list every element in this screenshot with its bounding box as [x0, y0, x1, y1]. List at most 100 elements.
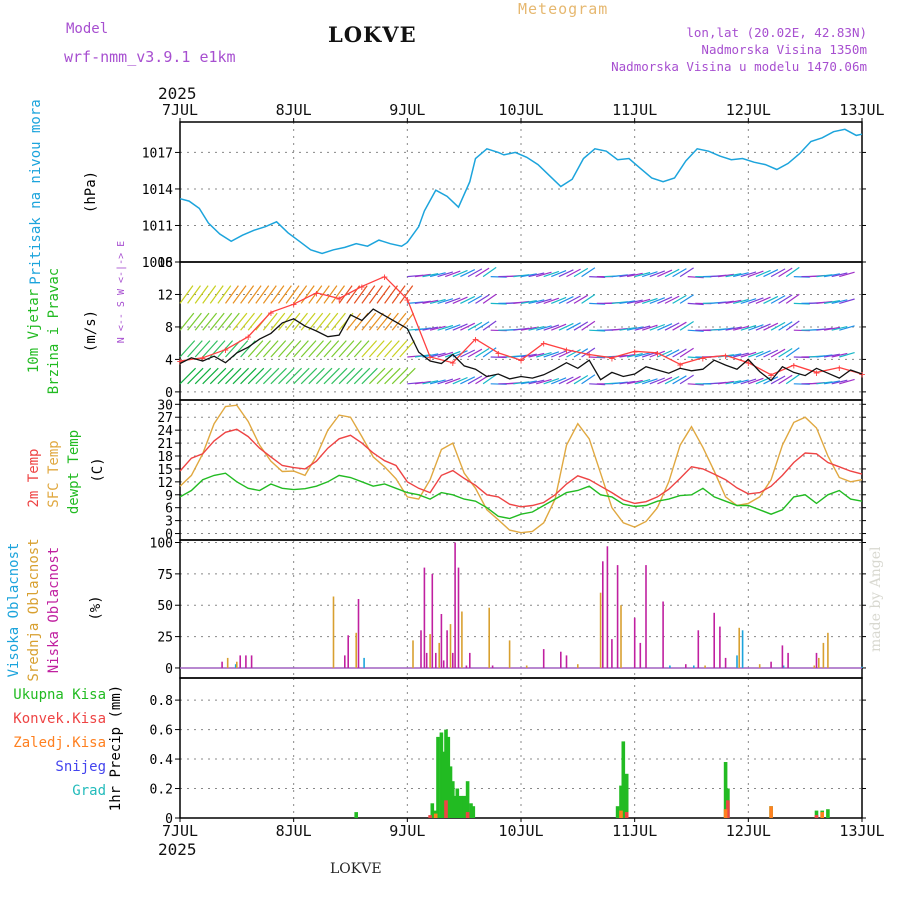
- wind-barb: [763, 322, 779, 331]
- wind-barb: [785, 374, 800, 385]
- wind-barb: [748, 324, 764, 331]
- wind-barb: [551, 270, 567, 278]
- wind-barb: [247, 312, 263, 331]
- wind-barb: [217, 367, 234, 385]
- y-tick-label: 0: [165, 528, 173, 543]
- wind-barb: [376, 285, 391, 304]
- x-tick-label-top: 13JUL: [839, 101, 884, 119]
- wind-barb: [331, 367, 348, 385]
- wind-barb: [353, 285, 368, 304]
- y-tick-label: 0: [165, 812, 173, 827]
- wind-gust-marker: +: [427, 351, 434, 364]
- wind-barb: [308, 312, 324, 331]
- wind-barb: [429, 325, 446, 331]
- wind-barb: [475, 321, 490, 331]
- wind-barb: [217, 312, 233, 331]
- wind-barb: [626, 272, 643, 278]
- precip-bar: [723, 762, 728, 818]
- y-tick-label: 100: [150, 537, 173, 552]
- precip-legend-label: Snijeg: [55, 759, 106, 775]
- wind-barb: [368, 312, 384, 331]
- wind-barb: [528, 299, 545, 304]
- wind-barb: [194, 340, 211, 358]
- precip-bar: [430, 803, 435, 818]
- wind-barb: [770, 348, 786, 358]
- precip-bar: [726, 800, 730, 818]
- cloud-unit: (%): [88, 595, 104, 620]
- wind-barb: [740, 324, 757, 331]
- wind-barb: [232, 285, 247, 304]
- precip-bar: [436, 736, 440, 818]
- wind-barb: [278, 367, 295, 385]
- wind-barb: [414, 300, 431, 304]
- wind-barb: [770, 375, 786, 385]
- y-tick-label: 16: [157, 256, 173, 271]
- wind-barb: [778, 347, 793, 358]
- wind-unit: (m/s): [83, 310, 99, 352]
- wind-barb: [839, 378, 855, 385]
- precip-bar: [455, 788, 460, 818]
- wind-barb: [225, 285, 239, 304]
- wind-barb: [785, 320, 800, 331]
- wind-gust-marker: +: [836, 362, 843, 375]
- wind-barb: [763, 349, 779, 358]
- wind-barb: [467, 321, 483, 331]
- wind-barb: [520, 300, 537, 304]
- wind-barb: [331, 285, 345, 304]
- wind-barb: [429, 379, 446, 385]
- wind-gust-marker: +: [586, 349, 593, 362]
- wind-barb: [543, 270, 560, 278]
- wind-barb: [368, 285, 383, 304]
- wind-gust-marker: +: [745, 357, 752, 370]
- wind-barb: [346, 312, 362, 331]
- wind-gust-marker: +: [381, 271, 388, 284]
- precip-bar: [439, 732, 444, 818]
- wind-barb: [543, 324, 560, 331]
- wind-barb: [679, 267, 694, 278]
- model-altitude-label: Nadmorska Visina u modelu 1470.06m: [611, 59, 867, 74]
- wind-barb: [649, 350, 666, 358]
- wind-barb: [240, 285, 255, 304]
- wind-barb: [831, 299, 848, 304]
- wind-gust-marker: +: [313, 287, 320, 300]
- wind-barb: [255, 285, 270, 304]
- wind-gust-marker: +: [677, 358, 684, 371]
- y-tick-label: 21: [157, 437, 173, 452]
- wind-barb: [444, 324, 461, 331]
- wind-barb: [763, 269, 779, 278]
- wind-barb: [566, 295, 581, 304]
- precip-bar: [814, 810, 819, 818]
- wind-barb: [384, 285, 398, 304]
- precip-bar: [444, 729, 448, 818]
- wind-barb: [482, 374, 497, 385]
- wind-barb: [831, 326, 848, 331]
- wind-barb: [278, 340, 294, 358]
- wind-barb: [733, 272, 749, 278]
- wind-barb: [422, 326, 439, 331]
- y-tick-label: 0.6: [150, 724, 173, 739]
- wind-barb: [664, 268, 680, 278]
- wind-barb: [368, 367, 386, 385]
- wind-barb: [179, 367, 197, 385]
- cloud-mid-axis-title: Srednja Oblacnost: [26, 538, 42, 681]
- wind-barb: [452, 323, 468, 331]
- wind-barb: [520, 380, 537, 385]
- wind-barb: [581, 374, 596, 385]
- wind-barb: [573, 294, 589, 304]
- wind-barb: [384, 367, 401, 385]
- wind-barb: [285, 367, 303, 385]
- wind-barb: [513, 381, 530, 385]
- wind-barb: [202, 367, 219, 385]
- model-label: Model: [66, 21, 109, 37]
- precip-legend-label: Grad: [72, 783, 106, 799]
- x-tick-label-bottom: 12JUL: [726, 822, 771, 840]
- wind-barb: [778, 294, 793, 304]
- wind-barb: [429, 272, 446, 278]
- wind-barb: [619, 353, 636, 358]
- y-tick-label: 30: [157, 398, 173, 413]
- wind-barb: [429, 352, 446, 358]
- temp2m-line: [179, 428, 863, 508]
- wind-barb: [194, 367, 212, 385]
- wind-barb: [444, 270, 461, 278]
- wind-barb: [566, 348, 581, 358]
